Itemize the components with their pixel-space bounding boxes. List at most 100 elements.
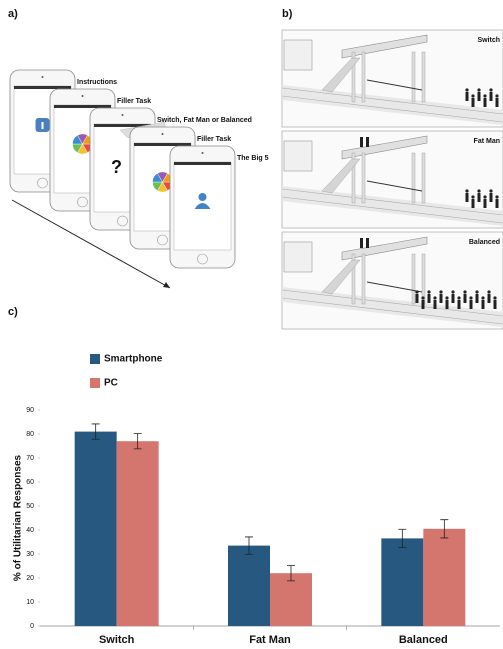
step-label: Switch, Fat Man or Balanced xyxy=(157,117,252,124)
legend-swatch xyxy=(90,354,100,364)
status-bar xyxy=(174,162,231,165)
bridge-pillar xyxy=(412,52,415,102)
person xyxy=(472,98,475,107)
scenario-label: Balanced xyxy=(469,239,500,246)
person xyxy=(451,290,454,293)
status-bar xyxy=(54,105,111,108)
bridge-pillar xyxy=(412,153,415,203)
legend-swatch xyxy=(90,378,100,388)
person xyxy=(470,300,473,309)
person xyxy=(466,193,469,202)
train xyxy=(284,40,312,70)
scenario-panel: Fat Man xyxy=(282,131,503,228)
person xyxy=(439,290,442,293)
step-label: Instructions xyxy=(77,79,117,86)
train xyxy=(284,242,312,272)
person xyxy=(415,290,418,293)
y-tick-label: 60 xyxy=(26,479,34,486)
person xyxy=(489,88,492,91)
bridge-person xyxy=(366,238,369,248)
status-bar xyxy=(134,143,191,146)
person xyxy=(490,193,493,202)
person xyxy=(422,300,425,309)
y-tick-label: 50 xyxy=(26,503,34,510)
scenario-label: Fat Man xyxy=(474,138,500,145)
person xyxy=(475,290,478,293)
person xyxy=(494,300,497,309)
scenario-label: Switch xyxy=(477,37,500,44)
camera xyxy=(202,152,204,154)
person xyxy=(488,294,491,303)
scenario-panel: Balanced xyxy=(282,232,503,329)
step-label: Filler Task xyxy=(117,98,151,105)
person-head xyxy=(199,193,207,201)
scenario-panel: Switch xyxy=(282,30,503,127)
person xyxy=(465,189,468,192)
camera xyxy=(82,95,84,97)
person xyxy=(434,300,437,309)
person xyxy=(478,92,481,101)
y-tick-label: 30 xyxy=(26,551,34,558)
x-tick-label: Switch xyxy=(99,634,135,646)
person xyxy=(464,294,467,303)
person xyxy=(452,294,455,303)
person xyxy=(484,98,487,107)
person xyxy=(476,294,479,303)
person xyxy=(469,296,472,299)
person xyxy=(433,296,436,299)
legend-label: PC xyxy=(104,378,118,389)
person xyxy=(477,88,480,91)
person xyxy=(483,195,486,198)
person xyxy=(481,296,484,299)
y-tick-label: 70 xyxy=(26,455,34,462)
person xyxy=(495,195,498,198)
bridge-pillar xyxy=(362,153,365,203)
question-mark: ? xyxy=(111,157,122,177)
person xyxy=(421,296,424,299)
person xyxy=(471,195,474,198)
y-tick-label: 80 xyxy=(26,431,34,438)
info-glyph xyxy=(42,122,44,129)
bar xyxy=(75,432,117,626)
x-tick-label: Balanced xyxy=(399,634,448,646)
bar xyxy=(381,538,423,626)
bridge-person xyxy=(360,137,363,147)
person xyxy=(478,193,481,202)
x-tick-label: Fat Man xyxy=(249,634,291,646)
panel-label: b) xyxy=(282,8,293,20)
figure: a) b) c) InstructionsFiller Task?Switch,… xyxy=(0,0,503,649)
train xyxy=(284,141,312,171)
person xyxy=(496,98,499,107)
person xyxy=(457,296,460,299)
person xyxy=(490,92,493,101)
y-tick-label: 40 xyxy=(26,527,34,534)
y-tick-label: 20 xyxy=(26,575,34,582)
person xyxy=(440,294,443,303)
bridge-pillar xyxy=(422,153,425,203)
y-tick-label: 90 xyxy=(26,407,34,414)
person xyxy=(477,189,480,192)
bridge-pillar xyxy=(422,52,425,102)
bar xyxy=(117,441,159,626)
person xyxy=(482,300,485,309)
person xyxy=(463,290,466,293)
status-bar xyxy=(14,86,71,89)
person xyxy=(472,199,475,208)
y-tick-label: 0 xyxy=(30,623,34,630)
step-label: Filler Task xyxy=(197,136,231,143)
person xyxy=(484,199,487,208)
person xyxy=(446,300,449,309)
person xyxy=(466,92,469,101)
panel-label: c) xyxy=(8,306,18,318)
person xyxy=(489,189,492,192)
person xyxy=(428,294,431,303)
camera xyxy=(42,76,44,78)
person xyxy=(471,94,474,97)
step-label: The Big 5 xyxy=(237,155,269,162)
person xyxy=(416,294,419,303)
person xyxy=(458,300,461,309)
bridge-person xyxy=(360,238,363,248)
bridge-pillar xyxy=(412,254,415,304)
bridge-pillar xyxy=(362,254,365,304)
person xyxy=(445,296,448,299)
